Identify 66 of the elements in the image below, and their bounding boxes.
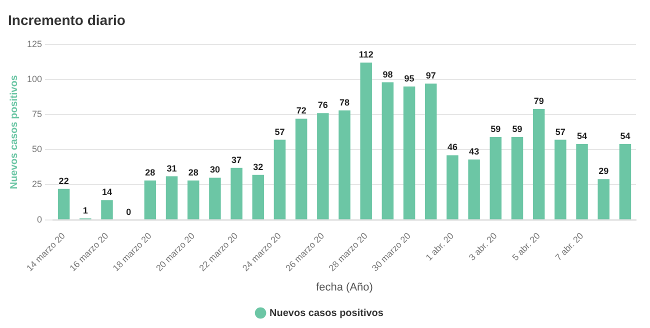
data-label: 79 bbox=[534, 96, 544, 106]
data-label: 112 bbox=[358, 50, 374, 60]
data-label: 46 bbox=[447, 142, 458, 152]
bar bbox=[446, 155, 458, 220]
data-label: 95 bbox=[404, 73, 414, 84]
y-axis-title: Nuevos casos positivos bbox=[8, 74, 20, 190]
bar bbox=[101, 200, 113, 220]
data-label: 29 bbox=[598, 166, 609, 176]
bar bbox=[166, 176, 178, 220]
x-tick-label: 1 abr. 20 bbox=[424, 230, 456, 263]
data-label: 98 bbox=[382, 69, 393, 80]
data-label: 30 bbox=[210, 164, 220, 175]
data-label: 14 bbox=[102, 187, 112, 198]
bar bbox=[468, 159, 480, 220]
bar bbox=[532, 108, 545, 220]
data-label: 97 bbox=[426, 70, 436, 81]
bar bbox=[338, 110, 350, 220]
y-tick-label: 75 bbox=[32, 109, 42, 120]
bar bbox=[425, 84, 437, 220]
bar bbox=[317, 113, 329, 220]
bar bbox=[58, 188, 70, 220]
data-label: 22 bbox=[58, 176, 69, 186]
x-axis-title: fecha (Año) bbox=[316, 281, 373, 294]
x-tick-label: 3 abr. 20 bbox=[466, 230, 499, 263]
bar bbox=[554, 140, 566, 220]
bar bbox=[576, 144, 588, 220]
bar bbox=[187, 180, 200, 220]
data-label: 59 bbox=[512, 124, 522, 134]
data-label: 32 bbox=[253, 162, 264, 172]
legend-label: Nuevos casos positivos bbox=[270, 308, 384, 319]
bar bbox=[209, 178, 221, 220]
bar bbox=[511, 137, 524, 220]
data-label: 28 bbox=[188, 167, 198, 178]
data-label: 1 bbox=[82, 205, 88, 216]
data-label: 78 bbox=[340, 97, 350, 108]
bar bbox=[490, 137, 502, 220]
x-tick-label: 7 abr. 20 bbox=[553, 230, 586, 263]
x-tick-label: 5 abr. 20 bbox=[510, 230, 542, 263]
y-tick-label: 100 bbox=[26, 74, 42, 84]
bar bbox=[382, 82, 394, 220]
bar bbox=[295, 118, 308, 220]
data-label: 37 bbox=[232, 154, 242, 165]
data-label: 54 bbox=[577, 131, 588, 142]
y-tick-label: 125 bbox=[26, 38, 42, 49]
bar bbox=[252, 174, 264, 220]
data-label: 54 bbox=[620, 131, 630, 142]
data-label: 57 bbox=[274, 126, 285, 137]
data-label: 31 bbox=[166, 163, 177, 174]
data-label: 72 bbox=[296, 106, 306, 116]
data-label: 43 bbox=[469, 146, 480, 156]
bar bbox=[360, 62, 372, 220]
bar bbox=[598, 179, 610, 220]
y-tick-label: 0 bbox=[37, 214, 42, 224]
bar bbox=[274, 140, 286, 220]
data-label: 0 bbox=[126, 206, 132, 217]
data-label: 57 bbox=[555, 126, 566, 137]
bar bbox=[619, 144, 632, 220]
data-label: 76 bbox=[318, 100, 328, 110]
data-label: 59 bbox=[490, 124, 501, 134]
bar bbox=[403, 86, 416, 220]
chart-title: Incremento diario bbox=[8, 12, 126, 28]
bar bbox=[230, 168, 242, 220]
y-tick-label: 25 bbox=[32, 179, 42, 190]
y-tick-label: 50 bbox=[32, 144, 42, 154]
bar bbox=[144, 180, 156, 220]
data-label: 28 bbox=[145, 167, 156, 178]
